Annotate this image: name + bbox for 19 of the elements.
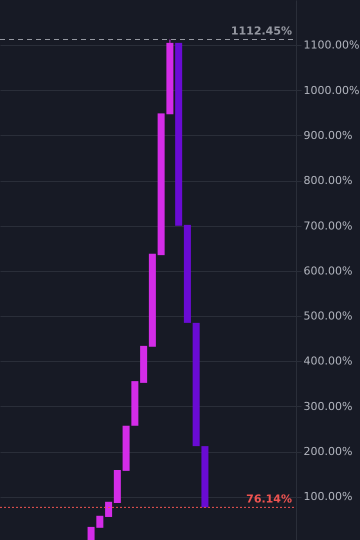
candlestick: [166, 39, 174, 114]
candlestick: [175, 42, 182, 226]
y-tick-label: 200.00%: [304, 445, 352, 458]
y-tick-label: 1000.00%: [304, 84, 360, 97]
y-tick-label: 600.00%: [304, 264, 352, 278]
y-tick-label: 900.00%: [304, 128, 352, 142]
candlestick: [184, 224, 191, 323]
y-tick-label: 300.00%: [304, 400, 352, 413]
ref-line-label: 76.14%: [246, 492, 292, 506]
y-tick-label: 400.00%: [304, 354, 352, 368]
y-tick-label: 1100.00%: [304, 38, 360, 52]
y-tick-label: 800.00%: [304, 174, 352, 188]
y-tick-label: 100.00%: [304, 490, 352, 504]
candlestick: [192, 322, 200, 446]
ref-line-label: 1112.45%: [230, 24, 292, 38]
candlestick: [88, 526, 95, 540]
y-tick-label: 700.00%: [304, 219, 352, 232]
candlestick: [201, 446, 208, 508]
y-tick-label: 500.00%: [304, 310, 352, 323]
